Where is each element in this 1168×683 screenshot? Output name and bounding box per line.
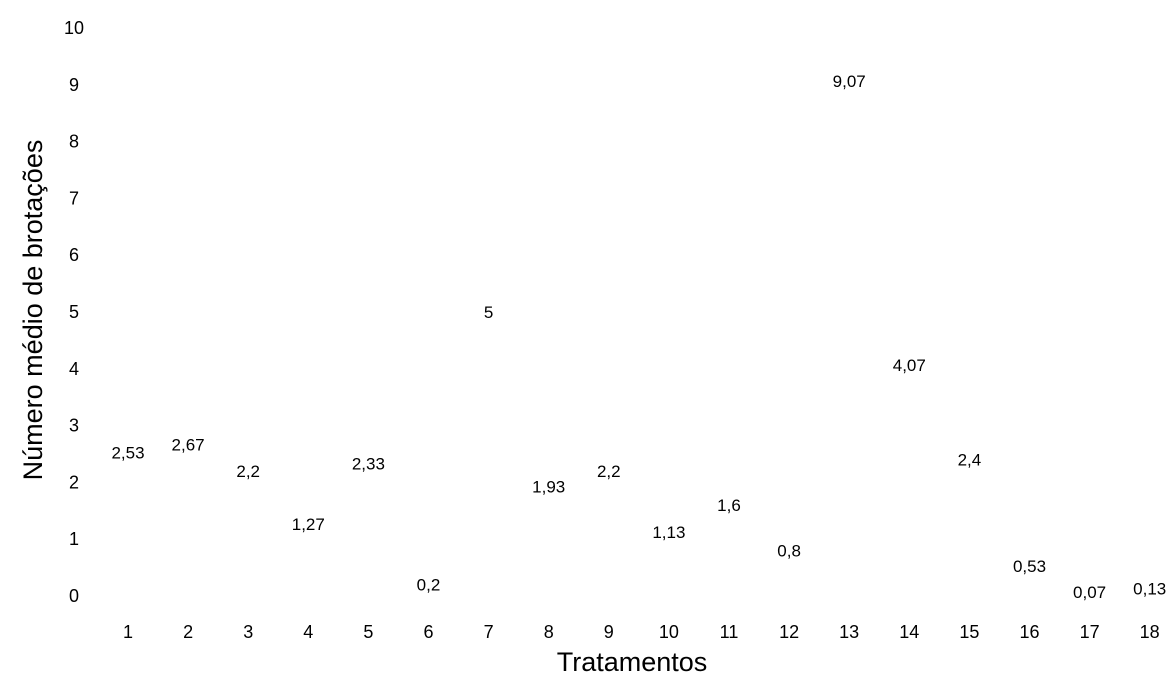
y-tick-label: 10 — [64, 18, 84, 38]
data-label: 0,13 — [1133, 580, 1166, 599]
y-tick-label: 2 — [69, 472, 79, 492]
data-label: 0,53 — [1013, 557, 1046, 576]
x-tick-label: 14 — [899, 622, 919, 642]
data-label: 2,53 — [111, 443, 144, 462]
data-label: 0,07 — [1073, 583, 1106, 602]
x-tick-label: 2 — [183, 622, 193, 642]
y-tick-label: 4 — [69, 359, 79, 379]
x-tick-label: 5 — [363, 622, 373, 642]
x-tick-label: 9 — [604, 622, 614, 642]
x-tick-label: 13 — [839, 622, 859, 642]
x-tick-label: 11 — [720, 622, 739, 642]
x-tick-label: 8 — [544, 622, 554, 642]
x-tick-label: 12 — [779, 622, 799, 642]
x-tick-label: 1 — [123, 622, 133, 642]
data-label: 0,2 — [417, 576, 441, 595]
data-labels: 2,53 2,67 2,2 1,27 2,33 0,2 5 1,93 2,2 1,13 1,6 0,8… — [111, 72, 1166, 602]
data-label: 2,67 — [172, 435, 205, 454]
y-tick-label: 8 — [69, 132, 79, 152]
y-tick-label: 6 — [69, 245, 79, 265]
x-tick-label: 15 — [959, 622, 979, 642]
y-tick-label: 9 — [69, 75, 79, 95]
y-axis-ticks: 0 1 2 3 4 5 6 7 8 9 10 — [64, 18, 84, 606]
data-label: 1,27 — [292, 515, 325, 534]
y-tick-label: 5 — [69, 302, 79, 322]
x-tick-label: 4 — [303, 622, 313, 642]
x-axis-ticks: 1 2 3 4 5 6 7 8 9 10 11 12 13 14 15 16 17 18 — [123, 622, 1160, 642]
x-tick-label: 16 — [1019, 622, 1039, 642]
data-label: 1,13 — [652, 523, 685, 542]
data-label: 9,07 — [833, 72, 866, 91]
y-tick-label: 3 — [69, 416, 79, 436]
x-axis-title: Tratamentos — [557, 647, 708, 677]
x-tick-label: 10 — [659, 622, 679, 642]
x-tick-label: 7 — [484, 622, 494, 642]
y-tick-label: 1 — [69, 529, 79, 549]
data-label: 2,2 — [597, 462, 621, 481]
x-tick-label: 17 — [1080, 622, 1100, 642]
data-label: 1,6 — [717, 496, 741, 515]
y-tick-label: 7 — [69, 188, 79, 208]
y-tick-label: 0 — [69, 586, 79, 606]
data-label: 2,4 — [958, 451, 982, 470]
x-tick-label: 3 — [243, 622, 253, 642]
y-axis-title: Número médio de brotações — [18, 140, 48, 481]
data-label: 2,2 — [236, 462, 260, 481]
data-label: 1,93 — [532, 477, 565, 496]
data-label: 4,07 — [893, 356, 926, 375]
x-tick-label: 18 — [1140, 622, 1160, 642]
data-label: 2,33 — [352, 455, 385, 474]
data-label: 5 — [484, 303, 493, 322]
x-tick-label: 6 — [423, 622, 433, 642]
data-label: 0,8 — [777, 542, 801, 561]
